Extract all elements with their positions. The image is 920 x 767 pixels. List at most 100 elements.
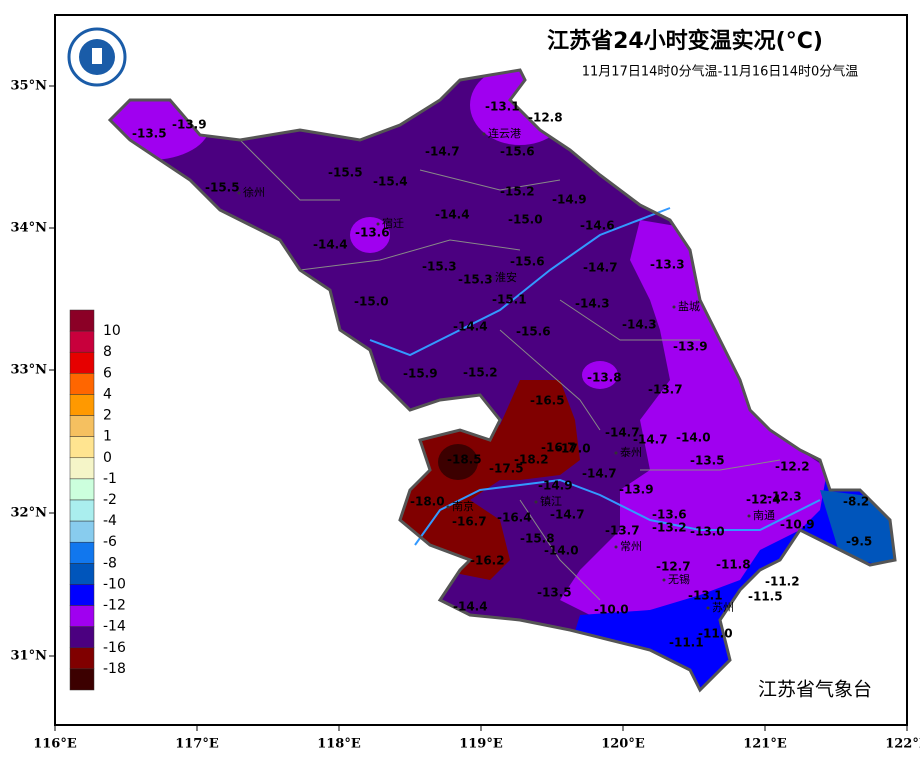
city-name: 镇江 bbox=[540, 494, 562, 508]
station-value: -16.5 bbox=[530, 394, 565, 408]
city-dot bbox=[534, 500, 538, 504]
station-value: -17.5 bbox=[489, 462, 524, 476]
station-value: -14.7 bbox=[583, 261, 618, 275]
station-value: -15.0 bbox=[354, 295, 389, 309]
legend-swatch bbox=[69, 478, 95, 501]
city-dot bbox=[706, 606, 710, 610]
station-value: -15.6 bbox=[516, 325, 551, 339]
lon-label: 119°E bbox=[459, 737, 503, 752]
city-name: 盐城 bbox=[678, 300, 700, 313]
legend-swatch bbox=[69, 415, 95, 437]
lat-label: 35°N bbox=[11, 79, 48, 94]
station-value: -11.5 bbox=[748, 590, 783, 604]
legend-swatch bbox=[69, 499, 95, 522]
city-name: 无锡 bbox=[668, 572, 690, 586]
legend-label: -16 bbox=[103, 640, 126, 656]
station-value: -13.6 bbox=[652, 508, 687, 522]
station-value: -13.9 bbox=[172, 118, 207, 132]
city-name: 淮安 bbox=[495, 270, 517, 284]
station-value: -13.9 bbox=[673, 340, 708, 354]
station-value: -14.9 bbox=[552, 193, 587, 207]
subtitle: 11月17日14时0分气温-11月16日14时0分气温 bbox=[582, 64, 859, 80]
city-dot bbox=[614, 451, 618, 455]
station-value: -18.0 bbox=[410, 495, 445, 509]
lat-label: 34°N bbox=[11, 221, 48, 236]
station-value: -13.9 bbox=[619, 483, 654, 497]
city-dot bbox=[482, 132, 486, 136]
legend-swatch bbox=[69, 626, 95, 649]
station-value: -9.5 bbox=[846, 535, 872, 549]
legend-label: 8 bbox=[103, 344, 112, 360]
legend-label: -8 bbox=[103, 555, 117, 571]
station-value: -15.6 bbox=[500, 145, 535, 159]
county-boundary bbox=[239, 139, 781, 601]
station-value: -13.6 bbox=[355, 226, 390, 240]
station-value: -14.7 bbox=[605, 426, 640, 440]
station-value: -15.2 bbox=[500, 185, 535, 199]
station-value: -11.2 bbox=[765, 575, 800, 589]
city-name: 苏州 bbox=[712, 601, 734, 614]
city-name: 宿迁 bbox=[382, 216, 404, 230]
legend-label: 1 bbox=[103, 429, 112, 445]
legend-swatch bbox=[69, 563, 95, 585]
legend-swatch bbox=[69, 541, 95, 564]
legend-label: 10 bbox=[103, 323, 121, 339]
station-value: -15.5 bbox=[328, 166, 363, 180]
station-value: -16.4 bbox=[497, 511, 532, 525]
lat-label: 32°N bbox=[11, 506, 48, 521]
station-value: -14.7 bbox=[425, 145, 460, 159]
station-value: -15.3 bbox=[458, 273, 493, 287]
station-value: -13.8 bbox=[587, 371, 622, 385]
legend-label: 2 bbox=[103, 408, 112, 424]
station-value: -8.2 bbox=[843, 495, 869, 509]
agency: 江苏省气象台 bbox=[758, 679, 872, 701]
legend-label: -12 bbox=[103, 598, 126, 614]
station-value: -13.2 bbox=[652, 521, 687, 535]
legend-swatch bbox=[69, 436, 95, 459]
city-name: 南京 bbox=[452, 499, 474, 513]
legend-label: 6 bbox=[103, 365, 112, 381]
station-value: -10.9 bbox=[780, 518, 815, 532]
station-value: -10.0 bbox=[594, 603, 629, 617]
city-dot bbox=[489, 276, 493, 280]
legend-label: -1 bbox=[103, 471, 117, 487]
lon-label: 118°E bbox=[317, 737, 361, 752]
river bbox=[414, 478, 821, 546]
station-value: -11.0 bbox=[698, 627, 733, 641]
station-value: -12.4 bbox=[746, 493, 781, 507]
station-value: -15.2 bbox=[463, 366, 498, 380]
river bbox=[369, 207, 671, 357]
station-value: -15.1 bbox=[492, 293, 527, 307]
station-value: -15.5 bbox=[205, 181, 240, 195]
legend-swatch bbox=[69, 351, 95, 374]
region bbox=[438, 444, 478, 480]
station-value: -15.9 bbox=[403, 367, 438, 381]
legend-label: -18 bbox=[103, 661, 126, 677]
station-value: -15.8 bbox=[520, 532, 555, 546]
station-value: -16.7 bbox=[541, 441, 576, 455]
lat-label: 33°N bbox=[11, 363, 48, 378]
city-dot bbox=[662, 578, 666, 582]
station-value: -14.0 bbox=[676, 431, 711, 445]
city-name: 徐州 bbox=[243, 185, 265, 199]
lon-label: 122°E bbox=[885, 737, 920, 752]
station-value: -17.0 bbox=[556, 442, 591, 456]
legend-label: 0 bbox=[103, 450, 112, 466]
region bbox=[350, 217, 390, 253]
region bbox=[560, 220, 830, 620]
legend-label: 4 bbox=[103, 386, 112, 402]
legend-label: -14 bbox=[103, 619, 126, 635]
legend-label: -2 bbox=[103, 492, 117, 508]
station-value: -12.8 bbox=[528, 111, 563, 125]
logo-tower bbox=[92, 48, 102, 64]
station-value: -14.3 bbox=[622, 318, 657, 332]
station-value: -12.2 bbox=[775, 460, 810, 474]
legend-label: -6 bbox=[103, 534, 117, 550]
station-value: -14.4 bbox=[313, 238, 348, 252]
lon-label: 117°E bbox=[175, 737, 219, 752]
station-value: -18.2 bbox=[514, 453, 549, 467]
station-value: -12.3 bbox=[767, 490, 802, 504]
city-dot bbox=[672, 305, 676, 309]
legend-swatch bbox=[69, 605, 95, 627]
